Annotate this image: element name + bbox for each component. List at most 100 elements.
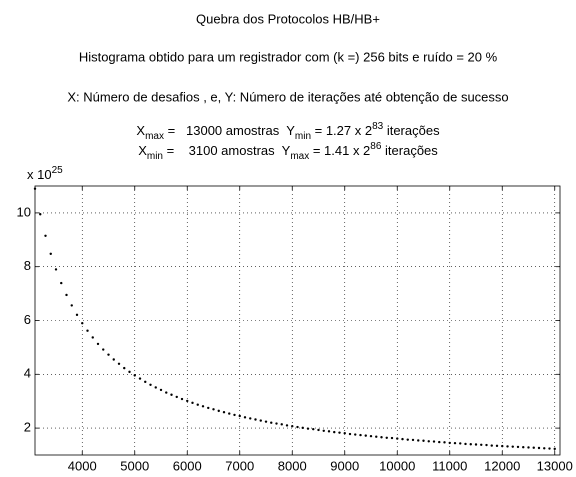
point <box>459 442 462 445</box>
point <box>427 440 430 443</box>
point <box>301 426 304 430</box>
point <box>411 438 415 442</box>
y-tick-label: 10 <box>17 204 31 219</box>
point <box>280 423 283 426</box>
point <box>165 391 168 394</box>
point <box>207 406 210 410</box>
annotation-part: 83 <box>372 121 384 132</box>
chart-subtitle: Histograma obtido para um registrador co… <box>79 49 498 64</box>
point <box>438 440 441 444</box>
plot-frame <box>34 185 561 456</box>
point <box>343 432 346 435</box>
point <box>306 427 310 430</box>
point <box>65 293 68 297</box>
point <box>385 436 388 439</box>
point <box>96 342 100 346</box>
point <box>238 414 241 418</box>
annotation-part: max <box>290 151 309 162</box>
annotation: x 1025 <box>27 165 63 183</box>
point <box>453 441 457 445</box>
annotation-part: min <box>295 131 311 142</box>
x-tick-label: 11000 <box>432 458 467 473</box>
point <box>33 187 37 190</box>
point <box>270 421 273 424</box>
point <box>123 366 126 370</box>
point <box>359 433 362 437</box>
point <box>54 268 58 271</box>
point <box>390 436 394 440</box>
point <box>369 434 373 438</box>
point <box>364 434 367 437</box>
y-tick-label: 8 <box>24 258 31 273</box>
point <box>537 446 541 450</box>
annotation-part: = 1.27 x 2 <box>311 123 372 138</box>
point <box>175 395 178 399</box>
point <box>39 213 42 216</box>
point <box>474 443 478 446</box>
point <box>516 445 520 449</box>
point <box>432 440 436 443</box>
point <box>44 234 47 237</box>
point <box>553 447 556 451</box>
point <box>448 441 451 445</box>
point <box>249 417 252 420</box>
annotation: Xmin = 3100 amostras Ymax = 1.41 x 286 i… <box>138 141 438 162</box>
point <box>480 443 483 446</box>
point <box>422 439 425 442</box>
point <box>201 405 205 408</box>
point <box>464 442 467 446</box>
annotation-part: = 1.41 x 2 <box>309 143 370 158</box>
x-tick-label: 9000 <box>330 458 359 473</box>
annotation-part: = 3100 amostras Y <box>163 143 291 158</box>
point <box>354 433 357 436</box>
point <box>285 424 289 427</box>
point <box>86 329 89 332</box>
point <box>348 432 352 436</box>
annotation-part: X <box>136 123 145 138</box>
point <box>322 429 325 432</box>
point <box>154 386 157 389</box>
point <box>501 444 504 448</box>
point <box>102 348 105 351</box>
point <box>180 397 184 401</box>
point <box>264 420 268 423</box>
point <box>254 418 257 421</box>
point <box>417 439 420 442</box>
point <box>527 446 530 449</box>
point <box>117 362 121 366</box>
point <box>522 445 525 449</box>
chart-description: X: Número de desafios , e, Y: Número de … <box>67 89 508 104</box>
point <box>375 435 378 438</box>
point <box>81 321 84 325</box>
point <box>401 437 404 441</box>
point <box>222 411 226 414</box>
point <box>469 443 472 446</box>
point <box>191 401 194 405</box>
point <box>495 444 499 448</box>
x-tick-label: 5000 <box>120 458 149 473</box>
x-tick-label: 10000 <box>379 458 415 473</box>
annotation-part: iterações <box>383 123 440 138</box>
point <box>159 388 163 392</box>
annotation-part: max <box>145 131 164 142</box>
point <box>485 443 488 447</box>
point <box>233 413 236 417</box>
point <box>380 436 383 439</box>
point <box>443 441 446 444</box>
point <box>149 383 152 386</box>
point <box>275 422 278 425</box>
annotation-part: iterações <box>381 143 438 158</box>
point <box>333 430 336 434</box>
x-tick-label: 8000 <box>278 458 307 473</box>
point <box>291 425 294 428</box>
point <box>75 313 79 317</box>
point <box>112 358 115 361</box>
point <box>296 425 299 429</box>
annotation: Xmax = 13000 amostras Ymin = 1.27 x 283 … <box>136 121 440 142</box>
point <box>259 419 262 422</box>
point <box>490 444 493 447</box>
annotation-part: x 10 <box>27 167 52 182</box>
point <box>543 447 546 450</box>
x-tick-label: 12000 <box>484 458 520 473</box>
